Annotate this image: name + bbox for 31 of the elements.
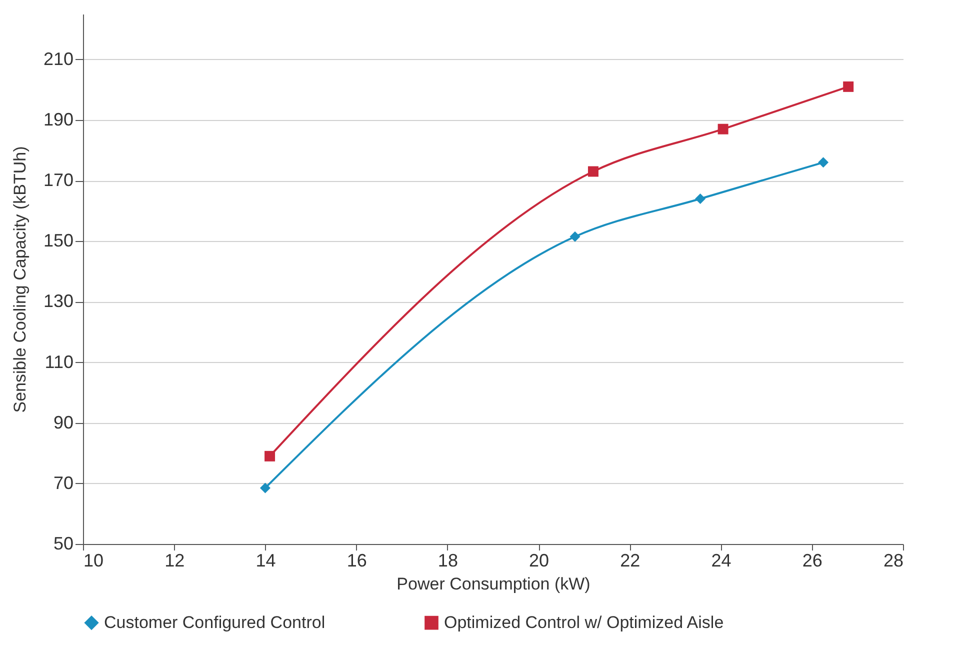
point <box>818 157 829 168</box>
y-tick-label: 70 <box>53 472 74 493</box>
x-tick-label: 16 <box>346 550 367 570</box>
point <box>718 124 728 134</box>
legend-label: Customer Configured Control <box>104 612 326 632</box>
point <box>695 194 706 204</box>
point <box>843 81 854 92</box>
x-tick-label: 24 <box>711 550 732 570</box>
point <box>260 482 270 494</box>
point <box>264 450 276 462</box>
y-tick-label: 150 <box>43 230 74 251</box>
x-tick-label: 18 <box>438 550 458 570</box>
x-tick-label: 22 <box>620 550 640 570</box>
y-tick-label: 90 <box>53 412 74 432</box>
x-axis-title: Power Consumption (kW) <box>396 574 590 594</box>
y-tick-label: 130 <box>43 291 74 312</box>
point <box>588 166 598 177</box>
x-tick-label: 26 <box>802 550 822 570</box>
x-tick-label: 28 <box>883 550 904 570</box>
y-tick-label: 110 <box>44 352 74 372</box>
legend-label: Optimized Control w/ Optimized Aisle <box>444 612 724 632</box>
x-tick-label: 12 <box>164 550 185 570</box>
y-tick-label: 50 <box>53 534 74 554</box>
y-tick-label: 170 <box>43 170 74 190</box>
x-tick-label: 14 <box>256 550 276 570</box>
x-tick-label: 20 <box>529 550 550 570</box>
y-axis-title: Sensible Cooling Capacity (kBTUh) <box>10 146 30 413</box>
point <box>570 231 580 242</box>
y-tick-label: 210 <box>43 48 74 69</box>
x-tick-label: 10 <box>84 550 104 570</box>
y-tick-label: 190 <box>43 110 74 130</box>
